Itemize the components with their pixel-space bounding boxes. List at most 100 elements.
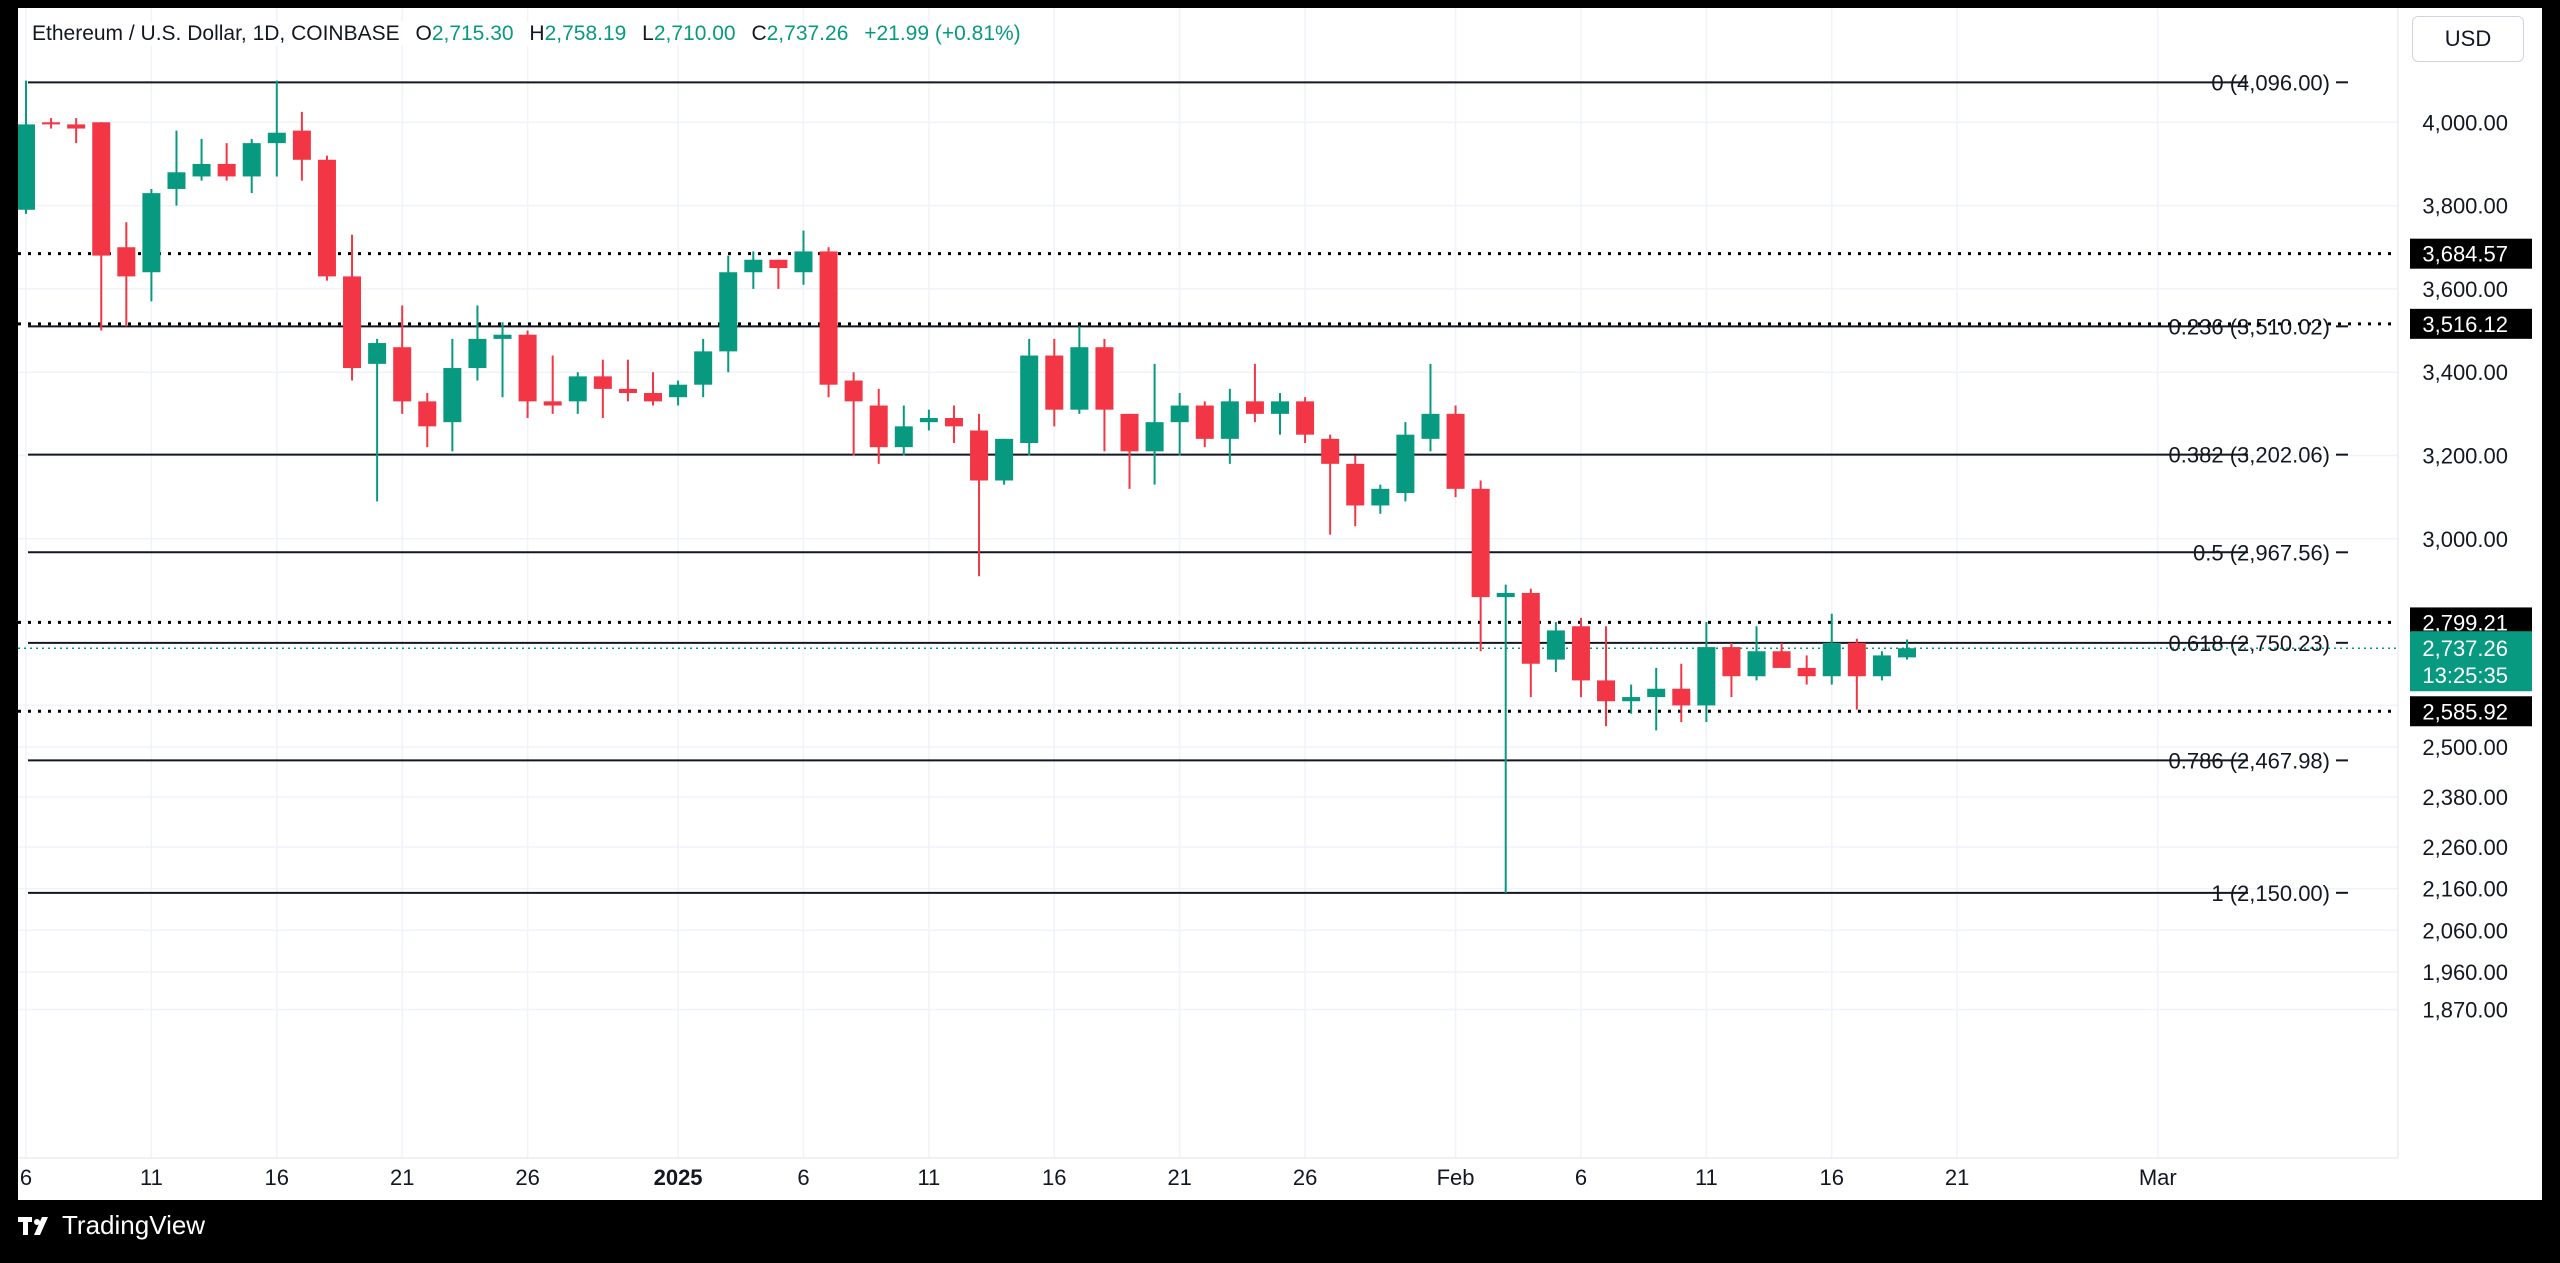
candle-body <box>1346 463 1365 506</box>
candle-body <box>1747 651 1766 677</box>
candle-body <box>844 380 863 402</box>
candle-body <box>1597 680 1616 702</box>
price-tick-label: 3,800.00 <box>2422 194 2508 219</box>
candle-body <box>1496 592 1515 598</box>
candle-body <box>894 426 913 448</box>
candle-body <box>1571 626 1590 681</box>
candle-body <box>1622 697 1641 702</box>
time-tick-label: 16 <box>1820 1165 1844 1190</box>
price-chart[interactable]: 0 (4,096.00) 0.236 (3,510.02) 0.382 (3,202… <box>18 8 2542 1200</box>
candle-body <box>1271 401 1289 414</box>
tradingview-logo-icon <box>18 1216 48 1235</box>
time-tick-label: Feb <box>1437 1165 1475 1190</box>
fib-level-label: 0.382 (3,202.06) <box>2169 443 2330 468</box>
candle-body <box>1647 688 1666 698</box>
candle-body <box>1070 347 1089 410</box>
fib-level-label: 0.236 (3,510.02) <box>2169 314 2330 339</box>
candle-body <box>42 122 61 125</box>
candle-body <box>167 172 186 189</box>
candle-body <box>819 251 838 385</box>
price-label-text: 3,516.12 <box>2422 312 2508 337</box>
candle-body <box>1822 642 1841 677</box>
candle-body <box>1421 413 1440 439</box>
candle-body <box>1321 438 1340 464</box>
candle-body <box>1797 667 1816 677</box>
current-price-text: 2,737.26 <box>2422 636 2508 661</box>
candle-body <box>67 124 86 129</box>
grid <box>18 8 2399 1159</box>
time-tick-label: 11 <box>1695 1165 1718 1190</box>
candle-body <box>944 418 963 427</box>
candle-body <box>443 368 462 423</box>
candle-body <box>368 343 387 364</box>
candle-body <box>117 247 136 277</box>
price-label-text: 3,684.57 <box>2422 242 2508 267</box>
time-tick-label: 11 <box>140 1165 163 1190</box>
candle-body <box>1195 405 1214 439</box>
fib-level-label: 0 (4,096.00) <box>2211 70 2330 95</box>
time-axis[interactable]: 6 11 16 21 26 2025 6 11 16 21 26 Feb 6 11 16 21 Mar <box>20 1165 2177 1190</box>
candle-body <box>343 276 362 369</box>
candle-body <box>869 405 888 448</box>
close-key: C <box>751 22 767 45</box>
time-tick-label: 26 <box>515 1165 539 1190</box>
candles <box>18 80 1916 893</box>
candle-body <box>1045 355 1064 410</box>
candle-body <box>242 143 261 177</box>
footer-brand[interactable]: TradingView <box>18 1210 205 1241</box>
candle-body <box>267 132 286 144</box>
candle-body <box>644 393 662 402</box>
price-tick-label: 2,260.00 <box>2422 835 2508 860</box>
candle-body <box>593 376 612 389</box>
open-value: 2,715.30 <box>431 22 514 45</box>
candle-body <box>618 388 637 394</box>
candle-body <box>518 334 537 402</box>
candle-body <box>769 259 788 269</box>
candle-body <box>1020 355 1039 444</box>
candle-body <box>995 438 1014 481</box>
currency-button[interactable]: USD <box>2412 16 2524 62</box>
candle-body <box>1546 630 1565 660</box>
time-tick-label: 21 <box>1167 1165 1191 1190</box>
open-key: O <box>415 22 432 45</box>
candle-body <box>744 259 763 273</box>
price-tick-label: 2,160.00 <box>2422 877 2508 902</box>
low-key: L <box>642 22 654 45</box>
price-label-text: 2,585.92 <box>2422 699 2508 724</box>
candle-body <box>1872 655 1891 677</box>
axis-price-labels: 3,684.573,516.122,799.212,585.922,737.26… <box>2410 238 2532 727</box>
price-label-badge <box>2410 696 2532 727</box>
candle-body <box>1772 651 1791 668</box>
candle-body <box>468 338 487 369</box>
time-tick-label: 16 <box>265 1165 289 1190</box>
time-tick-label: 2025 <box>654 1165 703 1190</box>
candle-body <box>1446 413 1465 489</box>
candle-body <box>1521 592 1540 664</box>
chart-frame: 0 (4,096.00) 0.236 (3,510.02) 0.382 (3,202… <box>18 8 2542 1200</box>
candle-body <box>970 430 989 481</box>
change-value: +21.99 (+0.81%) <box>864 22 1021 45</box>
symbol-legend[interactable]: Ethereum / U.S. Dollar, 1D, COINBASE O2,… <box>32 22 1021 46</box>
horizontal-lines <box>18 252 2398 713</box>
candle-body <box>1722 647 1741 677</box>
candle-body <box>493 334 512 339</box>
candle-body <box>568 376 587 402</box>
time-tick-label: 21 <box>390 1165 414 1190</box>
candle-body <box>1145 422 1164 452</box>
candle-body <box>1371 488 1390 506</box>
price-tick-label: 3,200.00 <box>2422 444 2508 469</box>
close-value: 2,737.26 <box>766 22 849 45</box>
price-tick-label: 1,870.00 <box>2422 997 2508 1022</box>
candle-body <box>1220 401 1239 439</box>
time-tick-label: Mar <box>2139 1165 2177 1190</box>
candle-body <box>1471 488 1490 598</box>
price-tick-label: 3,400.00 <box>2422 360 2508 385</box>
candle-body <box>1245 401 1264 414</box>
candle-body <box>92 122 111 256</box>
price-tick-label: 2,060.00 <box>2422 918 2508 943</box>
price-label-badge <box>2410 308 2532 339</box>
candle-body <box>1296 401 1315 435</box>
high-value: 2,758.19 <box>544 22 627 45</box>
brand-name: TradingView <box>62 1210 206 1240</box>
fib-level-label: 0.786 (2,467.98) <box>2169 748 2330 773</box>
